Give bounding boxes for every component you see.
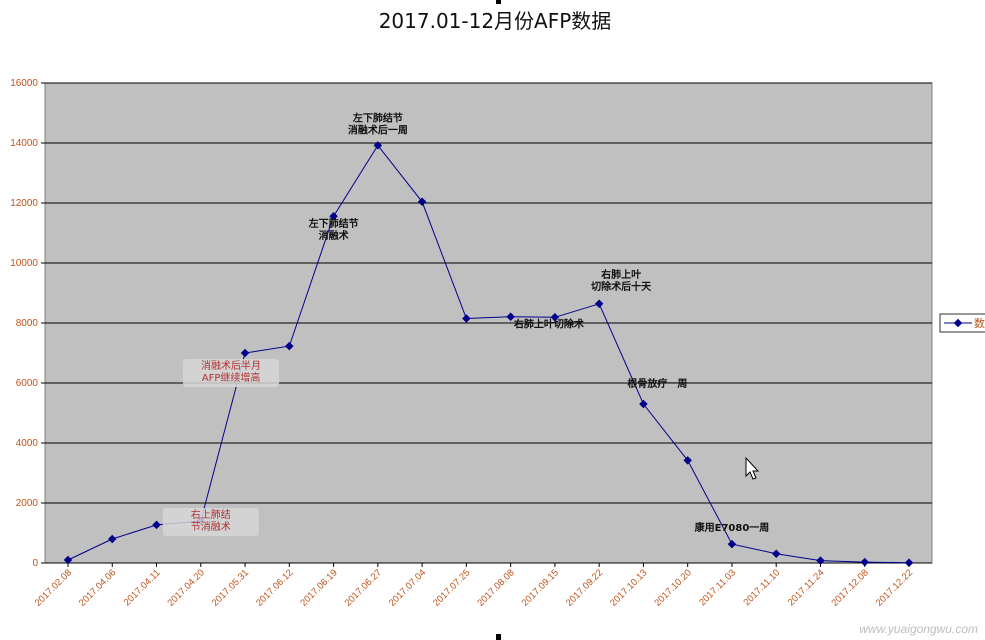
annotation-text: 消融术后半月: [201, 359, 261, 372]
resize-handle-top[interactable]: [496, 0, 501, 4]
y-tick-label: 4000: [16, 438, 39, 449]
x-tick-label: 2017.12.08: [829, 567, 870, 608]
annotation-text: 右上肺结: [191, 508, 231, 521]
data-point: [683, 456, 692, 465]
data-point: [329, 211, 338, 221]
data-point: [594, 299, 604, 309]
data-point: [639, 399, 648, 409]
x-tick-label: 2017.04.20: [166, 567, 207, 608]
series-line: [67, 144, 910, 564]
watermark-text: www.yuaigongwu.com: [859, 622, 978, 636]
y-tick-label: 12000: [10, 198, 38, 209]
data-point: [462, 314, 471, 323]
x-tick-label: 2017.02.08: [33, 567, 74, 608]
x-tick-label: 2017.06.27: [343, 567, 384, 608]
y-tick-label: 2000: [16, 498, 39, 509]
x-tick-label: 2017.12.22: [874, 567, 915, 608]
annotation-text: 根骨放疗一周: [627, 377, 687, 390]
annotation-blur-box: [162, 508, 259, 536]
y-tick-label: 14000: [10, 138, 38, 149]
y-tick-label: 8000: [16, 318, 39, 329]
annotation-text: 康用E7080一周: [695, 521, 770, 534]
x-tick-label: 2017.11.10: [741, 567, 782, 608]
annotation-blur-box: [183, 359, 280, 387]
annotation-text: 切除术后十天: [591, 280, 652, 293]
data-point: [550, 313, 560, 322]
annotation-text: AFP继续增高: [202, 371, 261, 384]
gridlines: [45, 82, 932, 504]
legend: 数: [939, 313, 985, 333]
data-point: [240, 348, 250, 358]
annotation-text: 节消融术: [191, 520, 231, 533]
data-point: [904, 558, 914, 567]
data-point: [417, 197, 427, 207]
y-tick-label: 10000: [10, 258, 38, 269]
annotation-text: 右肺上叶: [600, 268, 641, 281]
x-tick-label: 2017.09.15: [520, 567, 561, 608]
y-tick-label: 0: [32, 558, 38, 569]
mouse-cursor-icon: [745, 456, 760, 480]
annotation: 右肺上叶切除术: [513, 317, 584, 330]
data-point: [285, 341, 294, 351]
data-point: [860, 557, 869, 567]
legend-marker-icon: [953, 318, 963, 328]
annotations: 左下肺结节消融术后一周左下肺结节消融术右肺上叶切除术后十天右肺上叶切除术根骨放疗…: [162, 111, 770, 536]
x-tick-label: 2017.09.22: [564, 567, 605, 608]
resize-handle-bottom[interactable]: [496, 634, 501, 640]
x-tick-label: 2017.11.03: [697, 567, 738, 608]
x-axis: 2017.02.08 2017.04.06 2017.04.11 2017.04.20…: [33, 563, 915, 609]
y-tick-label: 16000: [10, 78, 38, 89]
x-tick-label: 2017.06.12: [254, 567, 295, 608]
annotation-text: 消融术后一周: [348, 123, 408, 136]
x-tick-label: 2017.11.24: [786, 567, 827, 608]
legend-series-name: 数: [974, 317, 985, 330]
data-point: [816, 556, 825, 565]
x-tick-label: 2017.05.31: [210, 567, 251, 608]
x-tick-label: 2017.04.06: [77, 567, 118, 608]
x-tick-label: 2017.10.20: [652, 567, 693, 608]
x-tick-label: 2017.08.08: [475, 567, 516, 608]
data-point: [771, 549, 781, 558]
annotation-text: 右肺上叶切除术: [513, 317, 584, 330]
x-tick-label: 2017.10.13: [608, 567, 649, 608]
annotation: 根骨放疗一周: [627, 377, 687, 390]
annotation-text: 左下肺结节: [352, 111, 403, 124]
data-point: [506, 312, 515, 321]
annotation-text: 左下肺结节: [308, 217, 359, 230]
x-tick-label: 2017.07.25: [431, 567, 472, 608]
annotation: 康用E7080一周: [695, 521, 770, 534]
x-tick-label: 2017.04.11: [122, 567, 163, 608]
x-tick-label: 2017.06.19: [298, 567, 339, 608]
data-point: [373, 141, 383, 150]
data-point: [727, 539, 737, 549]
y-axis: 0 2000 4000 6000 8000 10000 12000 14000 16000: [10, 78, 932, 569]
y-tick-label: 6000: [16, 378, 39, 389]
chart-title: 2017.01-12月份AFP数据: [379, 9, 612, 33]
x-tick-label: 2017.07.04: [387, 567, 428, 608]
annotation-text: 消融术: [319, 229, 349, 242]
